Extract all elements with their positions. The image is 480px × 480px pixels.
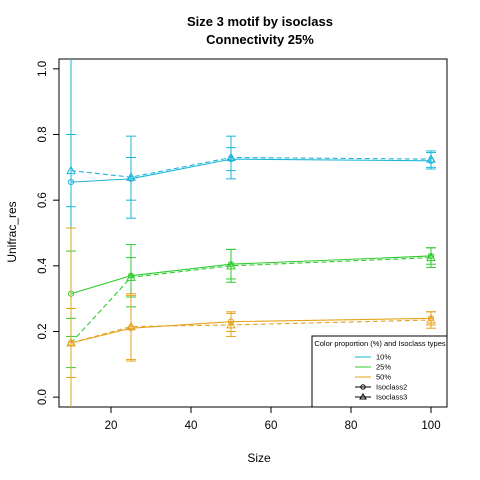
x-axis: 20 40 60 80 100 bbox=[105, 407, 441, 432]
x-tick-label: 20 bbox=[105, 420, 118, 432]
data-point-triangle bbox=[226, 260, 236, 270]
chart-subtitle: Connectivity 25% bbox=[206, 32, 314, 47]
legend-label: 50% bbox=[376, 373, 391, 382]
y-tick-label: 0.6 bbox=[37, 192, 49, 208]
legend-label: Isoclass2 bbox=[376, 383, 407, 392]
series-line bbox=[70, 317, 432, 344]
y-tick-label: 0.2 bbox=[37, 323, 49, 339]
data-point-triangle bbox=[226, 319, 236, 329]
x-tick-label: 40 bbox=[185, 420, 198, 432]
x-tick-label: 80 bbox=[345, 420, 358, 432]
plot-frame bbox=[58, 58, 448, 408]
legend-marker-circle bbox=[360, 384, 366, 390]
series-50pct-isoclass3 bbox=[66, 293, 436, 378]
x-axis-label: Size bbox=[247, 451, 271, 465]
series-line bbox=[70, 158, 432, 183]
y-tick-label: 0.4 bbox=[37, 257, 49, 274]
data-point-triangle bbox=[426, 314, 436, 324]
x-tick-label: 60 bbox=[265, 420, 278, 432]
series-line bbox=[70, 255, 432, 295]
y-tick-label: 0.0 bbox=[37, 389, 49, 405]
legend-label: 10% bbox=[376, 353, 391, 362]
data-point-triangle bbox=[66, 337, 76, 347]
legend-box bbox=[311, 335, 448, 408]
data-point-triangle bbox=[126, 321, 136, 331]
y-tick-label: 0.8 bbox=[37, 127, 49, 143]
data-point-triangle bbox=[126, 272, 136, 281]
data-point-triangle bbox=[66, 165, 76, 175]
y-axis: 0.0 0.2 0.4 0.6 0.8 1.0 bbox=[37, 61, 59, 405]
plot-area bbox=[66, 59, 436, 407]
data-point-triangle bbox=[426, 252, 436, 262]
series-line bbox=[70, 257, 432, 344]
data-point-triangle bbox=[126, 172, 136, 181]
series-10pct-isoclass2 bbox=[67, 59, 436, 407]
series-line bbox=[70, 319, 432, 344]
y-tick-label: 1.0 bbox=[37, 61, 49, 77]
series-10pct-isoclass3 bbox=[66, 134, 436, 219]
data-point-triangle bbox=[226, 152, 236, 161]
series-25pct-isoclass2 bbox=[66, 243, 436, 337]
legend-title: Color proportion (%) and Isoclass types bbox=[314, 339, 446, 348]
legend-label: 25% bbox=[376, 363, 391, 372]
chart-title: Size 3 motif by isoclass bbox=[187, 14, 333, 29]
y-axis-label: Unifrac_res bbox=[5, 201, 19, 262]
x-tick-label: 100 bbox=[421, 420, 440, 432]
legend-marker-triangle bbox=[359, 393, 367, 400]
legend: Color proportion (%) and Isoclass types … bbox=[311, 335, 448, 408]
legend-label: Isoclass3 bbox=[376, 393, 407, 402]
data-point-triangle bbox=[426, 154, 436, 163]
